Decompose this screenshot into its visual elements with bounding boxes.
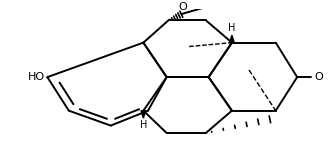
Text: HO: HO (27, 72, 44, 82)
Polygon shape (141, 111, 146, 118)
Text: H: H (228, 23, 235, 33)
Text: O: O (315, 72, 324, 82)
Text: O: O (178, 2, 187, 12)
Text: H: H (140, 120, 147, 130)
Polygon shape (229, 35, 234, 43)
